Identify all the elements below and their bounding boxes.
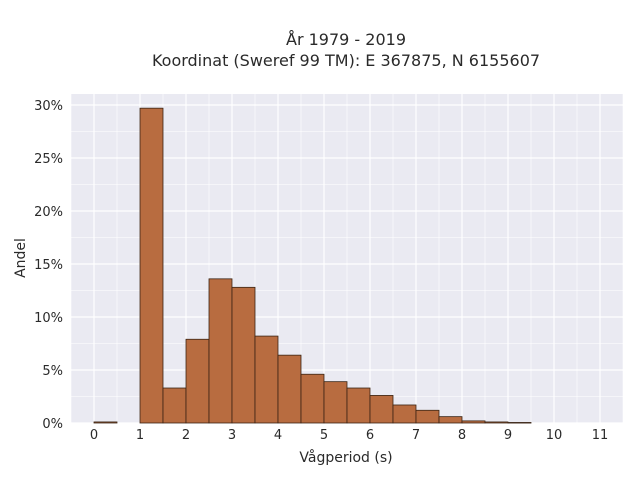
histogram-bar-10 bbox=[346, 387, 371, 424]
chart-title-line-2: Koordinat (Sweref 99 TM): E 367875, N 61… bbox=[152, 51, 540, 70]
x-tick-label: 1 bbox=[136, 428, 144, 443]
x-tick-label: 9 bbox=[504, 428, 512, 443]
histogram-bar-6 bbox=[254, 335, 279, 424]
x-tick-label: 6 bbox=[366, 428, 374, 443]
x-tick-label: 10 bbox=[546, 428, 563, 443]
y-tick-label: 5% bbox=[42, 364, 63, 379]
y-tick-label: 20% bbox=[34, 205, 63, 220]
histogram-bar-0 bbox=[93, 421, 118, 424]
histogram-bar-14 bbox=[438, 416, 463, 424]
x-tick-label: 2 bbox=[182, 428, 190, 443]
x-tick-label: 5 bbox=[320, 428, 328, 443]
histogram-bar-11 bbox=[369, 395, 394, 424]
histogram-bar-1 bbox=[139, 107, 164, 424]
histogram-bar-12 bbox=[392, 404, 417, 424]
y-tick-label: 0% bbox=[42, 417, 63, 432]
histogram-bar-13 bbox=[415, 409, 440, 424]
histogram-bar-8 bbox=[300, 373, 325, 424]
x-axis-label: Vågperiod (s) bbox=[299, 449, 392, 466]
histogram-bar-17 bbox=[507, 422, 532, 424]
x-tick-labels: 0 1 2 3 4 5 6 7 8 9 10 11 bbox=[90, 428, 608, 443]
histogram-bar-16 bbox=[484, 421, 509, 424]
x-tick-label: 11 bbox=[592, 428, 609, 443]
histogram-bar-7 bbox=[277, 354, 302, 424]
histogram-bar-5 bbox=[231, 286, 256, 424]
bars bbox=[93, 107, 532, 424]
y-tick-label: 10% bbox=[34, 311, 63, 326]
x-tick-label: 4 bbox=[274, 428, 282, 443]
histogram-bar-15 bbox=[461, 420, 486, 424]
y-tick-label: 30% bbox=[34, 99, 63, 114]
x-tick-label: 7 bbox=[412, 428, 420, 443]
y-tick-label: 25% bbox=[34, 152, 63, 167]
y-axis-label: Andel bbox=[13, 238, 29, 278]
histogram-bar-2 bbox=[162, 387, 187, 424]
histogram-bar-9 bbox=[323, 381, 348, 424]
y-tick-labels: 0% 5% 10% 15% 20% 25% 30% bbox=[34, 99, 63, 432]
y-tick-label: 15% bbox=[34, 258, 63, 273]
histogram-bar-3 bbox=[185, 338, 210, 424]
x-tick-label: 0 bbox=[90, 428, 98, 443]
x-tick-label: 8 bbox=[458, 428, 466, 443]
chart-title-line-1: År 1979 - 2019 bbox=[286, 30, 406, 49]
x-tick-label: 3 bbox=[228, 428, 236, 443]
histogram-bar-4 bbox=[208, 278, 233, 424]
